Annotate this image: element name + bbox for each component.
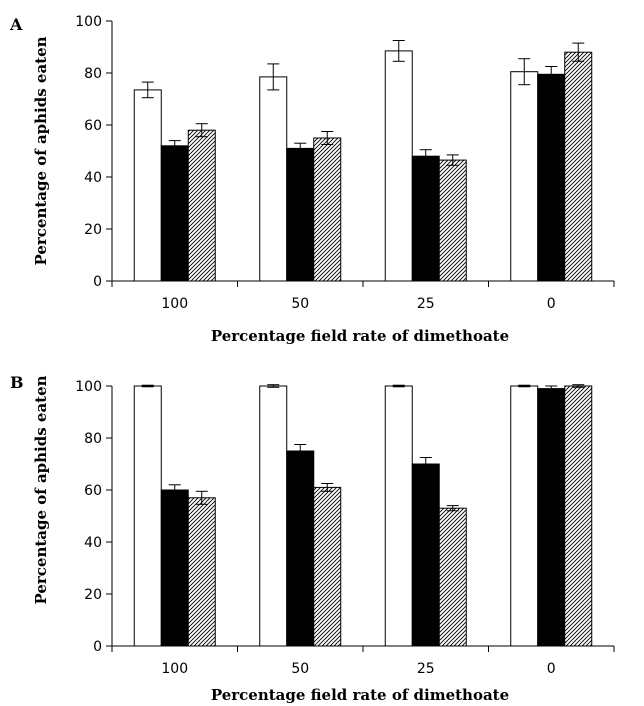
panel-label: A xyxy=(9,15,23,34)
y-tick-label: 60 xyxy=(84,118,102,134)
bar xyxy=(187,497,216,647)
error-bar xyxy=(141,81,154,99)
bar xyxy=(313,137,342,282)
y-tick-label: 40 xyxy=(84,535,102,551)
error-bar xyxy=(572,384,585,388)
bar xyxy=(537,388,566,647)
bar xyxy=(160,489,189,647)
bar xyxy=(133,385,162,647)
bar xyxy=(564,51,593,282)
error-bar xyxy=(195,123,208,138)
error-bar xyxy=(572,42,585,62)
error-bar xyxy=(267,63,280,91)
x-axis-label: Percentage field rate of dimethoate xyxy=(211,686,509,704)
bar xyxy=(438,159,467,282)
error-bar xyxy=(419,149,432,164)
error-bar xyxy=(321,131,334,145)
panel-label: B xyxy=(10,373,24,392)
error-bar xyxy=(545,66,558,83)
bar xyxy=(259,385,288,647)
bar xyxy=(259,76,288,282)
error-bar xyxy=(392,40,405,62)
bar xyxy=(537,73,566,282)
bar xyxy=(411,463,440,647)
bar xyxy=(411,155,440,282)
x-tick-label: 25 xyxy=(417,661,435,677)
y-tick-label: 60 xyxy=(84,483,102,499)
bar xyxy=(133,89,162,282)
error-bar xyxy=(518,384,531,388)
error-bar xyxy=(141,384,154,388)
error-bar xyxy=(446,154,459,166)
bar xyxy=(286,450,315,647)
error-bar xyxy=(419,457,432,471)
bar xyxy=(510,71,539,282)
error-bar xyxy=(545,385,558,392)
chart-panel-b: B Percentage of aphids eaten Percentage … xyxy=(10,373,615,704)
bar xyxy=(286,147,315,282)
x-tick-label: 100 xyxy=(161,296,188,312)
error-bar xyxy=(392,384,405,388)
error-bar xyxy=(518,58,531,86)
error-bar xyxy=(195,490,208,505)
x-tick-label: 100 xyxy=(161,661,188,677)
y-axis-label: Percentage of aphids eaten xyxy=(32,375,50,604)
chart-panel-a: A Percentage of aphids eaten Percentage … xyxy=(9,14,615,345)
y-tick-label: 40 xyxy=(84,170,102,186)
y-tick-label: 100 xyxy=(75,14,102,30)
y-tick-label: 80 xyxy=(84,431,102,447)
error-bar xyxy=(168,484,181,496)
bar xyxy=(510,385,539,647)
x-tick-label: 25 xyxy=(417,296,435,312)
error-bar xyxy=(446,505,459,512)
y-tick-label: 100 xyxy=(75,379,102,395)
bar xyxy=(438,507,467,647)
y-axis-label: Percentage of aphids eaten xyxy=(32,36,50,265)
error-bar xyxy=(168,140,181,152)
bar xyxy=(187,129,216,282)
y-tick-label: 0 xyxy=(93,274,102,290)
y-tick-label: 0 xyxy=(93,639,102,655)
error-bar xyxy=(294,142,307,155)
x-tick-label: 0 xyxy=(547,296,556,312)
error-bar xyxy=(321,483,334,492)
error-bar xyxy=(294,444,307,458)
error-bar xyxy=(267,384,280,388)
y-tick-label: 20 xyxy=(84,222,102,238)
bar xyxy=(384,385,413,647)
bar xyxy=(160,145,189,282)
y-tick-label: 80 xyxy=(84,66,102,82)
bar xyxy=(384,50,413,282)
bar xyxy=(564,385,593,647)
x-tick-label: 0 xyxy=(547,661,556,677)
x-tick-label: 50 xyxy=(291,296,309,312)
x-axis-label: Percentage field rate of dimethoate xyxy=(211,327,509,345)
bar xyxy=(313,486,342,647)
x-tick-label: 50 xyxy=(291,661,309,677)
y-tick-label: 20 xyxy=(84,587,102,603)
